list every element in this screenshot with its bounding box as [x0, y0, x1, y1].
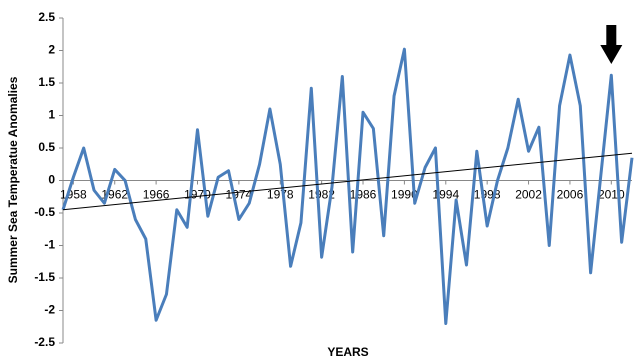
x-axis-label: YEARS: [327, 345, 368, 359]
data-line: [61, 47, 634, 325]
x-tick-label: 1978: [267, 188, 294, 202]
highlight-arrow: [600, 25, 623, 64]
y-tick-label: -1: [44, 238, 55, 252]
x-tick-label: 1982: [308, 188, 335, 202]
y-tick-label: 0.5: [38, 140, 55, 154]
x-tick-label: 1990: [391, 188, 418, 202]
x-tick-label: 1974: [226, 188, 253, 202]
trendline: [62, 152, 633, 211]
y-axis-label: Summer Sea Temperatue Anomalies: [6, 76, 20, 283]
y-tick-label: 1.5: [38, 75, 55, 89]
x-tick-label: 2002: [515, 188, 542, 202]
y-tick-label: 0: [48, 173, 55, 187]
x-tick-label: 2010: [598, 188, 625, 202]
y-tick-label: -1.5: [34, 270, 55, 284]
x-tick-label: 1958: [60, 188, 87, 202]
x-tick-label: 1986: [350, 188, 377, 202]
y-tick-label: -0.5: [34, 205, 55, 219]
y-tick-label: 2: [48, 43, 55, 57]
y-tick-label: 2.5: [38, 10, 55, 24]
x-tick-label: 2006: [557, 188, 584, 202]
y-tick-label: -2.5: [34, 335, 55, 349]
y-tick-label: -2: [44, 303, 55, 317]
y-tick-label: 1: [48, 108, 55, 122]
x-tick-label: 1966: [143, 188, 170, 202]
